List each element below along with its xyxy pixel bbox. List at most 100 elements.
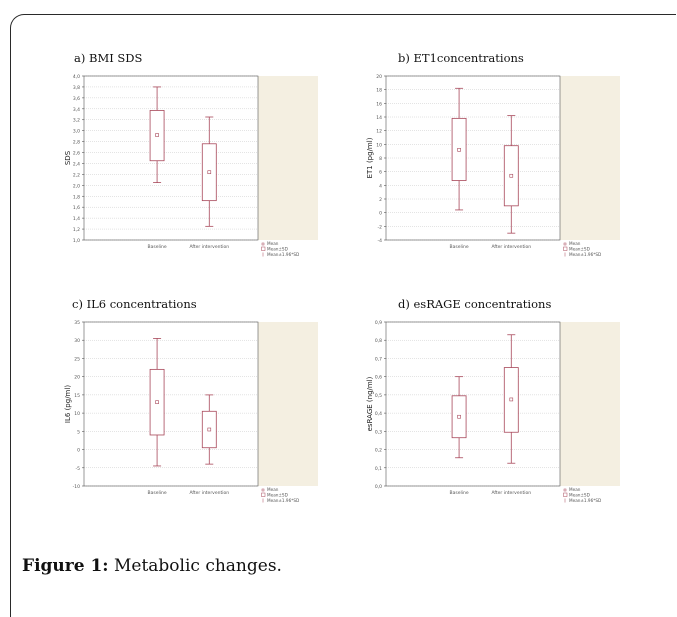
y-tick-label: 3,2 xyxy=(73,118,80,124)
plot-border xyxy=(83,75,259,241)
legend-sd-marker xyxy=(261,246,266,251)
y-tick-label: 0,9 xyxy=(375,320,382,326)
y-tick-label: 0,0 xyxy=(375,484,382,490)
legend-label-ci: Mean±1.96*SD xyxy=(267,498,299,503)
legend-mean-marker xyxy=(261,488,265,492)
y-tick-label: 3,4 xyxy=(73,107,80,113)
sd-box xyxy=(451,117,467,181)
legend-label-ci: Mean±1.96*SD xyxy=(569,498,601,503)
mean-marker xyxy=(155,400,159,404)
y-tick-label: 0,3 xyxy=(375,429,382,435)
legend-label-mean: Mean xyxy=(569,241,581,246)
sd-box xyxy=(503,367,519,433)
sd-box xyxy=(201,410,217,449)
y-tick-label: 2,8 xyxy=(73,140,80,146)
x-category-label: After intervention xyxy=(189,244,229,250)
y-tick-label: 20 xyxy=(376,74,382,80)
y-tick-label: 6 xyxy=(379,170,382,176)
legend-mean-marker xyxy=(563,488,567,492)
y-tick-label: 5 xyxy=(77,429,80,435)
figure-frame xyxy=(10,14,676,617)
panel-title: a) BMI SDS xyxy=(74,51,143,65)
legend-mean-marker xyxy=(261,242,265,246)
y-tick-label: 0,2 xyxy=(375,448,382,454)
y-tick-label: 0 xyxy=(77,448,80,454)
x-category-label: After intervention xyxy=(491,490,531,496)
y-tick-label: 0,8 xyxy=(375,338,382,344)
x-category-label: Baseline xyxy=(148,244,167,250)
plot-border xyxy=(385,75,561,241)
y-tick-label: 18 xyxy=(376,88,382,94)
y-axis-label: IL6 (pg/ml) xyxy=(64,385,72,423)
figure-caption-label: Figure 1: xyxy=(22,556,109,576)
y-tick-label: 0,4 xyxy=(375,411,382,417)
y-tick-label: 2,4 xyxy=(73,161,80,167)
legend-sd-marker xyxy=(563,492,568,497)
y-tick-label: 10 xyxy=(74,411,80,417)
y-tick-label: 0,6 xyxy=(375,375,382,381)
y-tick-label: 1,6 xyxy=(73,205,80,211)
legend-label-sd: Mean±SD xyxy=(569,247,590,252)
y-tick-label: 8 xyxy=(379,156,382,162)
y-tick-label: 1,4 xyxy=(73,216,80,222)
y-axis-label: SDS xyxy=(64,150,72,165)
plot-border xyxy=(83,321,259,487)
mean-marker xyxy=(457,414,461,419)
y-tick-label: 2 xyxy=(379,197,382,203)
y-tick-label: 3,8 xyxy=(73,85,80,91)
y-tick-label: 25 xyxy=(74,356,80,362)
y-tick-label: 14 xyxy=(376,115,382,121)
y-tick-label: 0,1 xyxy=(375,466,382,472)
il6-chart: 35 30 25 20 15 10 5 0 -5 -10 IL6 (pg/ml) Baseline Af… xyxy=(64,320,318,503)
y-tick-label: 10 xyxy=(376,142,382,148)
x-category-label: After intervention xyxy=(491,244,531,250)
y-tick-label: 1,0 xyxy=(73,238,80,244)
legend-label-ci: Mean±1.96*SD xyxy=(569,252,601,257)
y-tick-label: 2,0 xyxy=(73,183,80,189)
legend-mean-marker xyxy=(563,242,567,246)
x-category-label: Baseline xyxy=(450,490,469,496)
y-tick-label: -10 xyxy=(73,484,80,490)
y-tick-label: 2,6 xyxy=(73,151,80,157)
y-tick-label: 35 xyxy=(74,320,80,326)
legend-label-sd: Mean±SD xyxy=(267,493,288,498)
legend-sd-marker xyxy=(261,492,266,497)
y-tick-label: 2,2 xyxy=(73,172,80,178)
y-tick-label: 0,7 xyxy=(375,356,382,362)
sd-box xyxy=(503,145,519,207)
y-tick-label: 20 xyxy=(74,375,80,381)
y-tick-label: 3,0 xyxy=(73,129,80,135)
mean-marker xyxy=(207,170,212,175)
y-axis-label: ET1 (pg/ml) xyxy=(366,137,374,178)
y-tick-label: -2 xyxy=(378,224,383,230)
figure-caption-text: Metabolic changes. xyxy=(108,556,282,576)
legend-label-ci: Mean±1.96*SD xyxy=(267,252,299,257)
plot-area xyxy=(84,322,258,486)
mean-marker xyxy=(155,133,159,137)
y-tick-label: 30 xyxy=(74,338,80,344)
legend-sd-marker xyxy=(563,246,568,251)
y-tick-label: 1,2 xyxy=(73,227,80,233)
sd-box xyxy=(149,368,165,436)
y-axis-label: esRAGE (ng/ml) xyxy=(366,376,374,431)
y-tick-label: 4 xyxy=(379,183,382,189)
sd-box xyxy=(149,110,165,162)
legend-label-sd: Mean±SD xyxy=(267,247,288,252)
y-tick-label: -5 xyxy=(76,466,81,472)
legend-label-sd: Mean±SD xyxy=(569,493,590,498)
y-tick-label: 1,8 xyxy=(73,194,80,200)
x-category-label: Baseline xyxy=(148,490,167,496)
mean-marker xyxy=(457,148,461,152)
plot-area xyxy=(84,76,258,240)
y-tick-label: 12 xyxy=(376,129,382,135)
y-tick-label: 4,0 xyxy=(73,74,80,80)
x-category-label: After intervention xyxy=(189,490,229,496)
legend-label-mean: Mean xyxy=(267,487,279,492)
sd-box xyxy=(451,395,467,439)
panel-title: c) IL6 concentrations xyxy=(72,297,197,311)
y-tick-label: 3,6 xyxy=(73,96,80,102)
y-tick-label: 0 xyxy=(379,211,382,217)
y-tick-label: 15 xyxy=(74,393,80,399)
panel-title: b) ET1concentrations xyxy=(398,51,524,65)
